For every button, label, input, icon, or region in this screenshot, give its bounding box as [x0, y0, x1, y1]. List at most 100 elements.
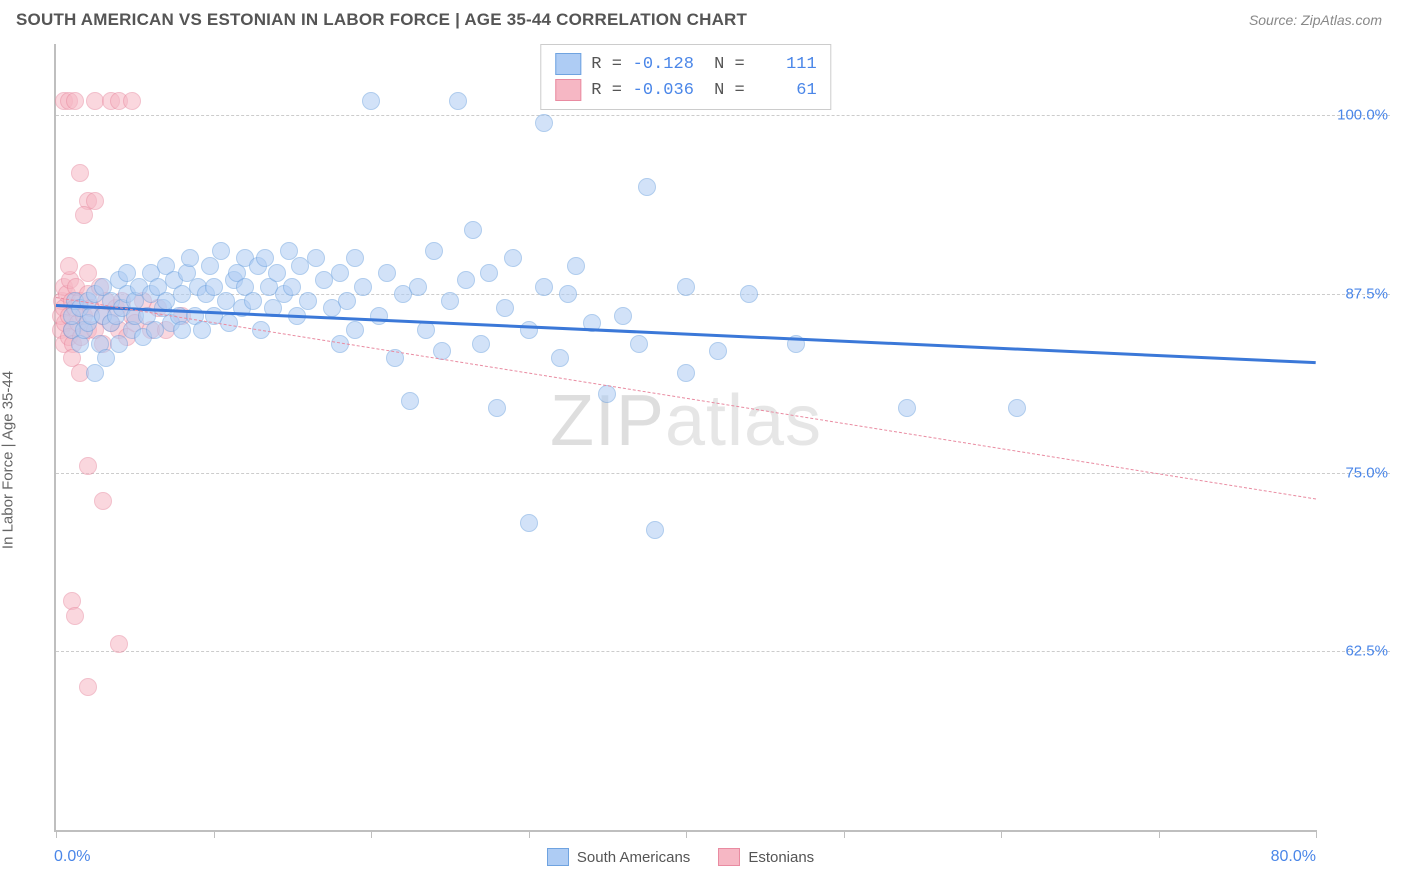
stats-n-label: N =	[704, 81, 745, 100]
data-point	[425, 242, 443, 260]
legend-swatch-b	[718, 848, 740, 866]
data-point	[181, 249, 199, 267]
x-min-label: 0.0%	[54, 848, 90, 866]
data-point	[559, 285, 577, 303]
data-point	[535, 114, 553, 132]
data-point	[283, 278, 301, 296]
data-point	[472, 335, 490, 353]
x-tick	[686, 830, 687, 838]
data-point	[97, 349, 115, 367]
watermark: ZIPatlas	[550, 380, 822, 462]
gridline	[56, 651, 1390, 652]
stats-n-label: N =	[704, 55, 745, 74]
x-tick	[844, 830, 845, 838]
data-point	[740, 285, 758, 303]
data-point	[504, 249, 522, 267]
data-point	[110, 335, 128, 353]
data-point	[378, 264, 396, 282]
data-point	[244, 292, 262, 310]
stats-row-series-a: R = -0.128 N = 111	[555, 51, 816, 77]
gridline	[56, 115, 1390, 116]
data-point	[646, 521, 664, 539]
data-point	[75, 206, 93, 224]
chart-container: In Labor Force | Age 35-44 ZIPatlas R = …	[16, 44, 1390, 876]
y-tick-label: 87.5%	[1345, 286, 1388, 303]
y-tick-label: 75.0%	[1345, 464, 1388, 481]
data-point	[630, 335, 648, 353]
data-point	[520, 321, 538, 339]
data-point	[354, 278, 372, 296]
data-point	[409, 278, 427, 296]
stats-r-a: -0.128	[632, 55, 694, 74]
legend-label-b: Estonians	[748, 849, 814, 866]
data-point	[66, 92, 84, 110]
x-tick	[1001, 830, 1002, 838]
data-point	[71, 164, 89, 182]
legend-item-b: Estonians	[718, 848, 814, 866]
header: SOUTH AMERICAN VS ESTONIAN IN LABOR FORC…	[0, 0, 1406, 30]
data-point	[94, 492, 112, 510]
stats-swatch-b	[555, 79, 581, 101]
bottom-legend: South Americans Estonians	[547, 848, 814, 866]
data-point	[268, 264, 286, 282]
y-axis-label: In Labor Force | Age 35-44	[0, 371, 17, 549]
data-point	[488, 399, 506, 417]
legend-label-a: South Americans	[577, 849, 690, 866]
data-point	[212, 242, 230, 260]
legend-item-a: South Americans	[547, 848, 690, 866]
x-tick	[1159, 830, 1160, 838]
stats-r-label: R =	[591, 55, 622, 74]
gridline	[56, 473, 1390, 474]
data-point	[338, 292, 356, 310]
stats-swatch-a	[555, 53, 581, 75]
y-tick-label: 62.5%	[1345, 643, 1388, 660]
chart-title: SOUTH AMERICAN VS ESTONIAN IN LABOR FORC…	[16, 10, 747, 30]
stats-r-label: R =	[591, 81, 622, 100]
data-point	[79, 264, 97, 282]
data-point	[401, 392, 419, 410]
data-point	[346, 321, 364, 339]
stats-row-series-b: R = -0.036 N = 61	[555, 77, 816, 103]
data-point	[677, 278, 695, 296]
data-point	[173, 321, 191, 339]
data-point	[220, 314, 238, 332]
data-point	[66, 607, 84, 625]
x-tick	[529, 830, 530, 838]
trend-line	[56, 297, 1316, 499]
stats-legend-box: R = -0.128 N = 111 R = -0.036 N = 61	[540, 44, 831, 110]
data-point	[307, 249, 325, 267]
data-point	[480, 264, 498, 282]
watermark-light: atlas	[665, 381, 822, 461]
x-tick	[371, 830, 372, 838]
data-point	[535, 278, 553, 296]
source-attribution: Source: ZipAtlas.com	[1249, 12, 1382, 28]
data-point	[638, 178, 656, 196]
data-point	[346, 249, 364, 267]
trend-line	[56, 304, 1316, 364]
data-point	[331, 264, 349, 282]
data-point	[677, 364, 695, 382]
data-point	[449, 92, 467, 110]
stats-n-b: 61	[755, 81, 817, 100]
data-point	[110, 635, 128, 653]
data-point	[898, 399, 916, 417]
data-point	[709, 342, 727, 360]
stats-n-a: 111	[755, 55, 817, 74]
x-max-label: 80.0%	[1271, 848, 1316, 866]
data-point	[551, 349, 569, 367]
plot-area: ZIPatlas R = -0.128 N = 111 R = -0.036 N…	[54, 44, 1316, 832]
data-point	[299, 292, 317, 310]
data-point	[1008, 399, 1026, 417]
y-tick-label: 100.0%	[1337, 107, 1388, 124]
data-point	[457, 271, 475, 289]
legend-swatch-a	[547, 848, 569, 866]
stats-r-b: -0.036	[632, 81, 694, 100]
x-tick	[214, 830, 215, 838]
data-point	[598, 385, 616, 403]
data-point	[614, 307, 632, 325]
data-point	[123, 92, 141, 110]
x-tick	[1316, 830, 1317, 838]
data-point	[79, 678, 97, 696]
data-point	[567, 257, 585, 275]
data-point	[60, 257, 78, 275]
